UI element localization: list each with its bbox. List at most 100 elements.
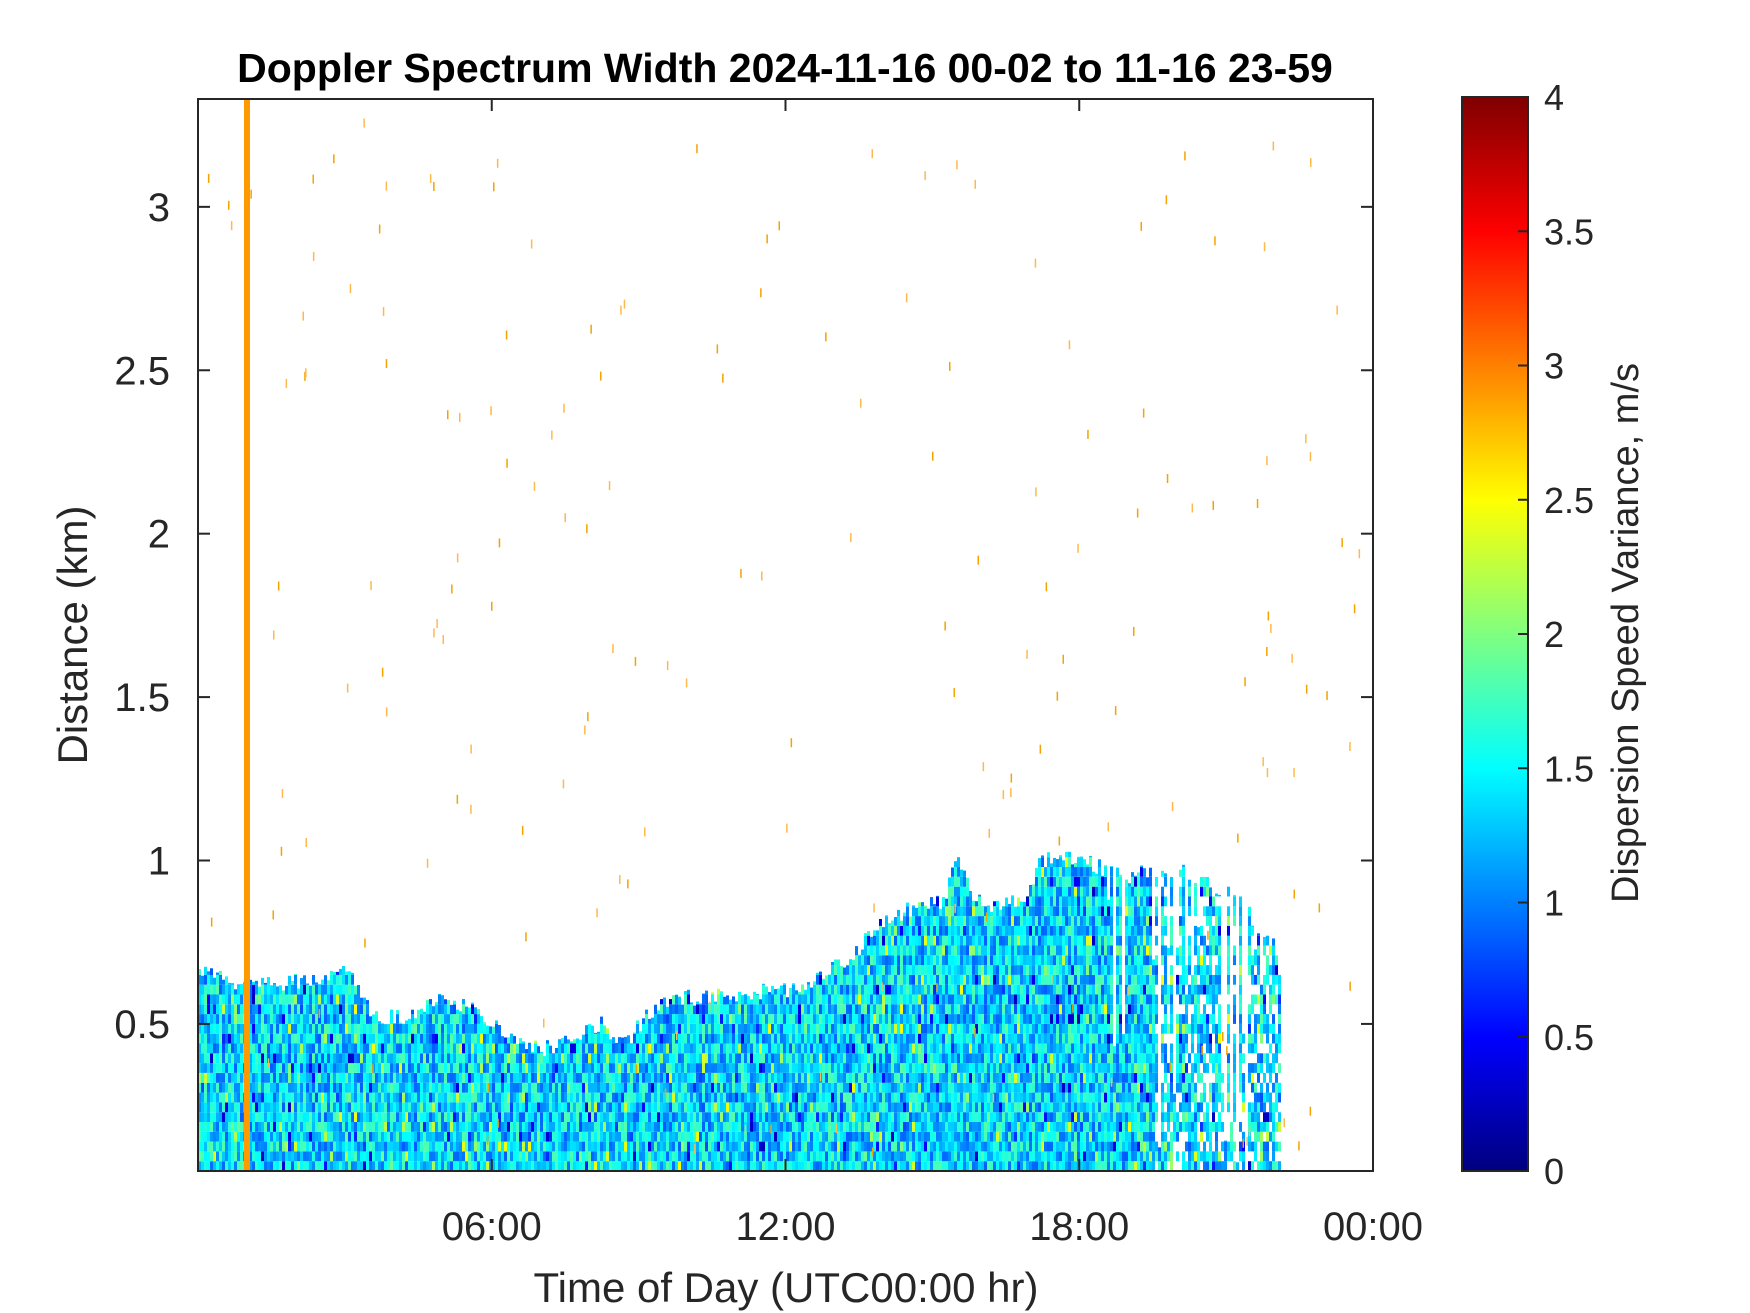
heatmap-column xyxy=(411,1009,414,1171)
heatmap-cell xyxy=(516,1092,519,1103)
heatmap-cell xyxy=(579,1131,582,1142)
heatmap-cell xyxy=(633,1092,636,1103)
heatmap-cell xyxy=(684,994,687,1005)
heatmap-cell xyxy=(642,1141,645,1152)
heatmap-cell xyxy=(318,1063,321,1073)
heatmap-cell xyxy=(360,1082,363,1093)
heatmap-cell xyxy=(459,1023,462,1034)
heatmap-cell xyxy=(531,1131,534,1142)
heatmap-cell xyxy=(690,1014,693,1024)
heatmap-cell xyxy=(273,1141,276,1152)
heatmap-cell xyxy=(435,1141,438,1152)
heatmap-cell xyxy=(849,974,852,985)
heatmap-column xyxy=(522,1041,525,1171)
heatmap-cell xyxy=(300,1073,303,1083)
heatmap-column xyxy=(909,916,912,1171)
heatmap-cell xyxy=(732,1043,735,1054)
heatmap-cell xyxy=(726,1063,729,1073)
heatmap-cell xyxy=(348,1053,351,1064)
heatmap-cell xyxy=(207,1073,210,1083)
heatmap-cell xyxy=(525,1082,528,1093)
heatmap-cell xyxy=(795,1122,798,1132)
heatmap-cell xyxy=(390,1151,393,1162)
heatmap-cell xyxy=(579,1082,582,1093)
heatmap-cell xyxy=(792,994,795,1005)
heatmap-cell xyxy=(915,935,918,946)
heatmap-cell xyxy=(735,1082,738,1093)
heatmap-cell xyxy=(885,1043,888,1054)
heatmap-cell xyxy=(330,970,333,975)
heatmap-cell xyxy=(411,1112,414,1122)
heatmap-cell xyxy=(801,1043,804,1054)
heatmap-cell xyxy=(390,1063,393,1073)
heatmap-cell xyxy=(387,1043,390,1054)
heatmap-cell xyxy=(570,1073,573,1083)
heatmap-cell xyxy=(942,1082,945,1093)
heatmap-cell xyxy=(327,1151,330,1162)
heatmap-cell xyxy=(318,1141,321,1152)
heatmap-column xyxy=(426,1000,429,1171)
heatmap-cell xyxy=(414,1073,417,1083)
heatmap-cell xyxy=(576,1092,579,1103)
heatmap-cell xyxy=(645,1063,648,1073)
heatmap-cell xyxy=(912,1122,915,1132)
heatmap-cell xyxy=(858,974,861,985)
heatmap-cell xyxy=(813,1053,816,1064)
heatmap-cell xyxy=(282,1023,285,1034)
heatmap-cell xyxy=(234,1141,237,1152)
heatmap-cell xyxy=(276,1073,279,1083)
heatmap-column xyxy=(900,920,903,1171)
heatmap-cell xyxy=(480,1033,483,1044)
heatmap-cell xyxy=(606,1102,609,1113)
heatmap-cell xyxy=(201,1131,204,1142)
heatmap-cell xyxy=(675,994,678,1005)
heatmap-cell xyxy=(897,1043,900,1054)
heatmap-cell xyxy=(732,1102,735,1113)
heatmap-cell xyxy=(849,1033,852,1044)
heatmap-cell xyxy=(375,1014,378,1024)
heatmap-cell xyxy=(936,1043,939,1054)
heatmap-cell xyxy=(675,1063,678,1073)
heatmap-cell xyxy=(429,1023,432,1034)
heatmap-cell xyxy=(318,1053,321,1064)
heatmap-cell xyxy=(321,1004,324,1015)
heatmap-cell xyxy=(873,930,876,936)
heatmap-cell xyxy=(942,1073,945,1083)
heatmap-cell xyxy=(210,994,213,1005)
heatmap-cell xyxy=(936,974,939,985)
heatmap-cell xyxy=(228,1112,231,1122)
heatmap-cell xyxy=(405,1141,408,1152)
heatmap-cell xyxy=(312,1082,315,1093)
heatmap-cell xyxy=(381,1092,384,1103)
heatmap-cell xyxy=(297,994,300,1005)
heatmap-column xyxy=(285,985,288,1171)
heatmap-cell xyxy=(549,1045,552,1054)
heatmap-cell xyxy=(237,1122,240,1132)
heatmap-cell xyxy=(672,1033,675,1044)
heatmap-cell xyxy=(375,1082,378,1093)
heatmap-cell xyxy=(507,1141,510,1152)
heatmap-cell xyxy=(870,955,873,966)
heatmap-cell xyxy=(207,994,210,1005)
heatmap-cell xyxy=(474,1033,477,1044)
heatmap-cell xyxy=(732,1112,735,1122)
heatmap-cell xyxy=(507,1112,510,1122)
heatmap-cell xyxy=(423,1043,426,1054)
heatmap-cell xyxy=(750,1004,753,1015)
heatmap-cell xyxy=(906,1033,909,1044)
heatmap-cell xyxy=(390,1073,393,1083)
heatmap-cell xyxy=(231,1102,234,1113)
heatmap-cell xyxy=(456,1073,459,1083)
heatmap-cell xyxy=(795,990,798,995)
heatmap-cell xyxy=(825,1014,828,1024)
heatmap-cell xyxy=(723,1112,726,1122)
heatmap-cell xyxy=(762,1131,765,1142)
heatmap-cell xyxy=(558,1092,561,1103)
heatmap-cell xyxy=(228,1023,231,1034)
heatmap-cell xyxy=(714,1043,717,1054)
heatmap-cell xyxy=(696,1161,699,1171)
heatmap-cell xyxy=(423,1023,426,1034)
heatmap-cell xyxy=(660,1073,663,1083)
heatmap-cell xyxy=(459,1063,462,1073)
heatmap-cell xyxy=(741,1082,744,1093)
